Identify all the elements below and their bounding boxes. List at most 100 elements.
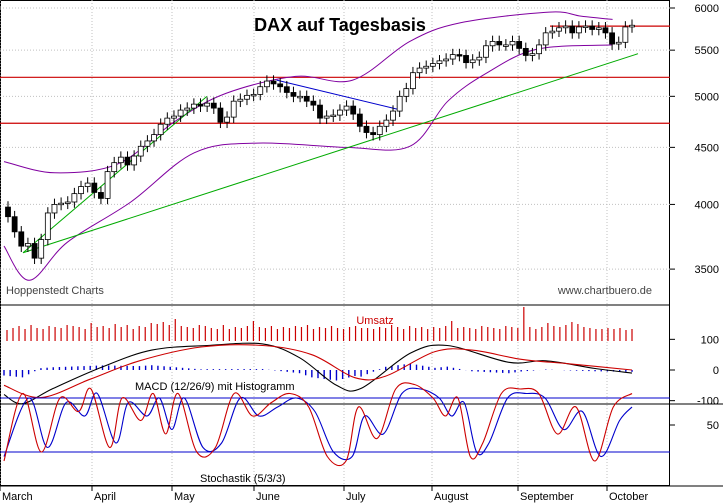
source-left: Hoppenstedt Charts — [6, 285, 104, 297]
bollinger-bands — [3, 11, 613, 281]
candle-body — [197, 103, 204, 107]
volume-panel: Umsatz — [6, 307, 633, 341]
candle-body — [18, 231, 25, 247]
candle-body — [363, 125, 370, 133]
candle-body — [383, 119, 390, 127]
candle-body — [244, 94, 250, 100]
candle-body — [164, 117, 171, 125]
candle-body — [522, 47, 529, 56]
macd-label: MACD (12/26/9) mit Histogramm — [135, 381, 295, 393]
candle-body — [91, 182, 98, 193]
candle-body — [622, 26, 629, 43]
stochastic-reference-lines — [0, 397, 670, 453]
candle-body — [64, 201, 71, 204]
candle-body — [542, 32, 549, 46]
candle-body — [297, 95, 303, 99]
candle-body — [416, 67, 423, 74]
candle-body — [157, 123, 164, 136]
candle-body — [356, 113, 363, 127]
candle-body — [582, 25, 589, 29]
candle-body — [410, 72, 416, 90]
trendline — [22, 95, 208, 254]
x-axis-month-labels: March April May June July August September Octo… — [0, 486, 648, 503]
candle-body — [549, 30, 556, 34]
candle-body — [250, 93, 257, 97]
candle-body — [350, 105, 357, 115]
source-right: www.chartbuero.de — [557, 285, 652, 297]
y-tick-label: 5000 — [695, 91, 719, 103]
candle-body — [144, 140, 151, 147]
candle-body — [38, 239, 45, 259]
candle-body — [210, 102, 217, 109]
candle-body — [396, 95, 403, 112]
candle-body — [237, 98, 244, 102]
candle-body — [556, 27, 562, 32]
candle-body — [31, 243, 38, 259]
candle-body — [463, 55, 469, 64]
candle-body — [629, 24, 635, 28]
candle-body — [44, 212, 51, 240]
candle-body — [330, 114, 337, 117]
stochastic-panel: Stochastik (5/3/3) 50 — [0, 382, 719, 485]
candle-body — [476, 56, 483, 61]
candle-body — [277, 83, 284, 88]
macd-y-ticks: 100 0 -100 — [670, 334, 719, 408]
candle-body — [317, 104, 323, 119]
candle-body — [516, 41, 523, 49]
macd-lines — [3, 342, 633, 405]
stochastic-lines — [3, 382, 633, 467]
x-tick-label: May — [174, 491, 195, 503]
candle-body — [78, 186, 84, 195]
candle-body — [483, 45, 489, 58]
candle-body — [602, 27, 609, 34]
x-tick-label: March — [2, 491, 33, 503]
candle-body — [117, 156, 124, 164]
candle-body — [337, 109, 343, 116]
candle-body — [502, 44, 509, 47]
candle-body — [51, 204, 58, 214]
candle-body — [71, 193, 78, 203]
trendline — [276, 79, 398, 110]
chart-title: DAX auf Tagesbasis — [254, 15, 426, 35]
candle-body — [124, 156, 131, 166]
candle-body — [283, 86, 290, 93]
volume-label: Umsatz — [356, 315, 393, 327]
bollinger-lower — [3, 44, 613, 281]
candle-body — [569, 25, 576, 34]
candle-body — [270, 80, 277, 85]
candle-body — [11, 216, 18, 233]
candle-body — [469, 59, 476, 64]
horizontal-levels — [0, 25, 670, 124]
stochastic-y-ticks: 50 — [670, 420, 719, 432]
candle-body — [595, 27, 602, 30]
y-tick-label: 50 — [707, 420, 719, 432]
candle-body — [562, 25, 569, 29]
candle-body — [84, 182, 91, 187]
macd-line — [3, 342, 633, 405]
trendlines — [22, 53, 639, 254]
candle-body — [390, 110, 396, 121]
candle-body — [449, 54, 456, 60]
trendline — [22, 53, 639, 254]
stochastic-d-line — [3, 387, 633, 461]
x-tick-label: July — [346, 491, 366, 503]
candle-body — [177, 109, 184, 117]
candle-body — [131, 155, 138, 166]
candle-body — [151, 134, 157, 142]
candle-body — [171, 115, 177, 119]
candle-body — [436, 60, 443, 64]
candle-body — [257, 86, 264, 95]
candle-body — [323, 115, 330, 119]
candle-body — [456, 54, 463, 57]
price-y-ticks: 6000 5500 5000 4500 4000 3500 — [670, 3, 719, 276]
candle-body — [104, 171, 111, 199]
candle-body — [529, 53, 536, 56]
candle-body — [403, 88, 410, 97]
y-tick-label: 4500 — [695, 142, 719, 154]
candle-body — [343, 105, 350, 111]
candle-body — [429, 63, 436, 67]
candle-body — [290, 92, 297, 97]
price-panel: DAX auf Tagesbasis Hoppenstedt Charts ww… — [0, 3, 719, 297]
candle-body — [5, 206, 11, 218]
x-tick-label: October — [609, 491, 648, 503]
